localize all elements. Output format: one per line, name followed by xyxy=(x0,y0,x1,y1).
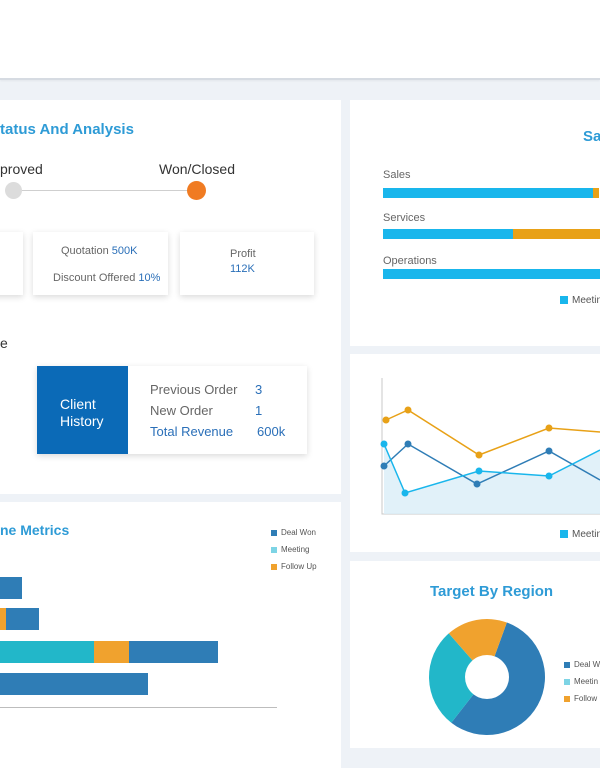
partial-section-label: e xyxy=(0,335,8,351)
stage-progress-track xyxy=(20,190,196,191)
line-point-blue xyxy=(380,462,388,470)
line-legend-meeting: Meetin xyxy=(560,529,600,540)
discount-value: 10% xyxy=(138,272,161,284)
region-legend-follow-up: Follow U xyxy=(564,694,600,703)
line-point-blue xyxy=(545,447,553,455)
discount-label: Discount Offered xyxy=(53,272,136,284)
legend-swatch xyxy=(560,530,568,539)
target-region-title: Target By Region xyxy=(430,583,554,600)
quotation-value: 500K xyxy=(111,245,138,257)
client-history-line2: History xyxy=(60,413,104,429)
quotation-card: Quotation 500K Discount Offered 10% xyxy=(33,232,168,295)
legend-swatch xyxy=(564,661,570,668)
profit-label: Profit xyxy=(230,248,256,260)
sales-chart-card xyxy=(350,100,600,346)
line-series-orange xyxy=(385,409,600,456)
previous-order-value: 3 xyxy=(255,382,263,397)
line-point-cyan xyxy=(401,489,409,497)
metrics-legend-follow-up: Follow Up xyxy=(271,562,317,571)
region-legend-meeting: Meetin xyxy=(564,677,598,686)
quotation-label: Quotation xyxy=(61,245,109,257)
top-header-bar xyxy=(0,0,600,80)
sales-bar-other xyxy=(593,188,599,198)
metrics-title: ne Metrics xyxy=(0,522,70,538)
sales-bar-meeting xyxy=(383,188,593,198)
line-point-orange xyxy=(382,416,390,424)
stage-won-closed-dot[interactable] xyxy=(187,181,206,200)
total-revenue-label: Total Revenue xyxy=(150,424,234,439)
sales-bar-meeting xyxy=(383,269,600,279)
line-point-orange xyxy=(475,451,483,459)
sales-bar-other xyxy=(513,229,600,239)
legend-swatch xyxy=(271,563,277,570)
client-history-line1: Client xyxy=(60,396,96,412)
operations-category-label: Operations xyxy=(383,255,437,267)
metrics-bar-deal-won xyxy=(0,673,148,695)
metrics-bar-follow-up xyxy=(0,608,6,630)
metrics-bar-follow-up xyxy=(94,641,129,663)
legend-swatch xyxy=(271,529,277,536)
metrics-bar-deal-won xyxy=(0,577,22,599)
profit-value: 112K xyxy=(230,263,255,275)
region-donut-chart xyxy=(429,619,545,735)
metrics-legend-deal-won: Deal Won xyxy=(271,528,316,537)
metrics-axis-line xyxy=(0,707,277,708)
services-category-label: Services xyxy=(383,212,426,224)
profit-card: Profit 112K xyxy=(180,232,314,295)
metrics-card xyxy=(0,502,341,768)
sales-legend-meeting: Meetin xyxy=(560,295,600,306)
status-analysis-title: tatus And Analysis xyxy=(0,121,134,138)
line-point-orange xyxy=(404,406,412,414)
legend-swatch xyxy=(564,695,570,702)
line-point-cyan xyxy=(380,440,388,448)
legend-swatch xyxy=(560,296,568,305)
donut-slice xyxy=(429,633,487,723)
donut-hole xyxy=(465,655,509,699)
new-order-value: 1 xyxy=(255,403,263,418)
line-point-orange xyxy=(545,424,553,432)
region-legend-deal-won: Deal Wo xyxy=(564,660,600,669)
line-point-blue xyxy=(473,480,481,488)
stage-won-closed-label: Won/Closed xyxy=(159,161,236,177)
new-order-label: New Order xyxy=(150,403,213,418)
client-history-button[interactable]: Client History xyxy=(37,366,128,454)
line-point-cyan xyxy=(545,472,553,480)
legend-swatch xyxy=(271,546,277,553)
stage-approved-dot[interactable] xyxy=(5,182,22,199)
total-revenue-value: 600k xyxy=(257,424,286,439)
line-chart-area xyxy=(384,444,600,514)
sales-bar-meeting xyxy=(383,229,513,239)
partial-stat-card xyxy=(0,232,23,295)
metrics-legend-meeting: Meeting xyxy=(271,545,309,554)
metrics-bar-deal-won xyxy=(129,641,218,663)
previous-order-label: Previous Order xyxy=(150,382,238,397)
legend-swatch xyxy=(564,678,570,685)
metrics-bar-deal-won xyxy=(6,608,39,630)
metrics-bar-meeting xyxy=(0,641,94,663)
stage-approved-label: proved xyxy=(0,161,43,177)
donut-slice xyxy=(448,619,507,677)
line-point-cyan xyxy=(475,467,483,475)
sales-chart-title: Sa xyxy=(583,128,600,145)
line-point-blue xyxy=(404,440,412,448)
sales-category-label: Sales xyxy=(383,169,411,181)
